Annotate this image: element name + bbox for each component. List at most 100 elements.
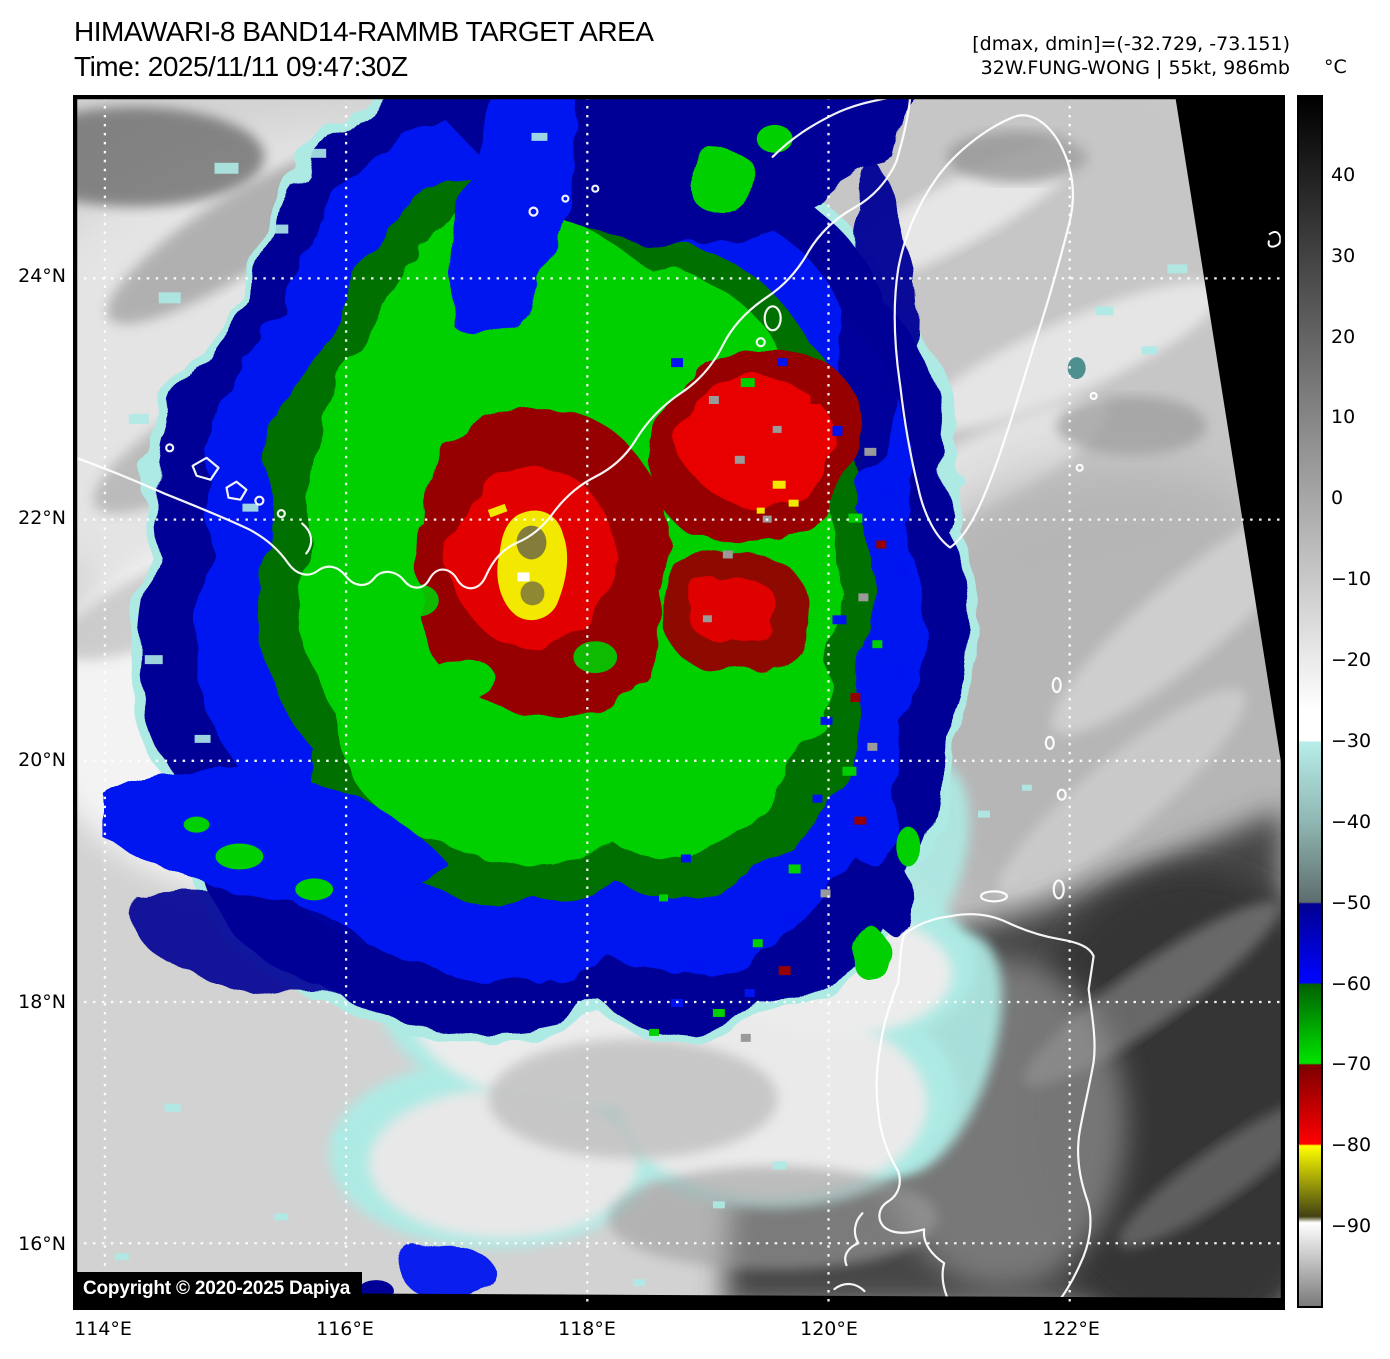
colorbar-gradient [1297, 95, 1323, 1308]
cloud-pixel [740, 378, 755, 388]
cloud-pixel-cyan [633, 1279, 646, 1287]
east-taiwan-islets [1075, 391, 1098, 472]
cloud-pixel [784, 914, 797, 923]
ne-convective-shield [652, 353, 859, 673]
colorbar-tick-label: −50 [1331, 891, 1372, 914]
cloud-pixel [832, 615, 847, 625]
satellite-map-panel: Copyright © 2020-2025 Dapiya [73, 95, 1285, 1310]
cloud-pixel [872, 640, 883, 649]
cloud-pixel-cyan [270, 224, 289, 234]
cloud-pixel [820, 889, 831, 898]
cloud-pixel-cyan [531, 132, 548, 141]
speckle-zone [114, 132, 1188, 1287]
colorbar-tick-label: −80 [1331, 1134, 1372, 1157]
pearl-delta-islets [165, 443, 313, 555]
cloud-pixel [812, 794, 823, 803]
cloud-pixel [810, 396, 823, 404]
cloud-pixel [744, 989, 755, 998]
coastlines [75, 97, 1098, 1308]
cloud-pixel-cyan [164, 1103, 181, 1112]
cloud-pixel [752, 939, 763, 948]
lat-axis-label: 18°N [18, 991, 66, 1013]
cloud-pixel-cyan [194, 734, 211, 743]
cloud-pixel [848, 513, 863, 523]
cloud-pixel [788, 864, 801, 874]
cloud-pixel-cyan [1141, 346, 1158, 355]
cloud-pixel-cyan [772, 1161, 787, 1170]
cloud-pixel [778, 966, 791, 976]
lon-axis-label: 118°E [558, 1318, 616, 1340]
coastline-china [75, 97, 912, 590]
lon-axis-label: 114°E [74, 1318, 132, 1340]
cloud-pixel [702, 615, 712, 623]
data-void-wedge [1175, 97, 1283, 775]
cloud-pixel-cyan [158, 292, 181, 304]
lingayen-islets [833, 1212, 866, 1293]
lon-axis-label: 120°E [800, 1318, 858, 1340]
cloud-pixel [867, 742, 878, 751]
title-block: HIMAWARI-8 BAND14-RAMMB TARGET AREA Time… [74, 14, 654, 84]
fujian-islets [528, 184, 782, 348]
cloud-pixel-cyan [274, 1213, 289, 1221]
cloud-pixel-cyan [128, 413, 149, 424]
coastline-china-fragment [771, 97, 894, 158]
colorbar-tick-label: −60 [1331, 972, 1372, 995]
eyewall-core [398, 407, 667, 716]
island-glyph-on-void [1267, 231, 1282, 248]
lat-axis-label: 24°N [18, 265, 66, 287]
cloud-pixel [649, 1028, 660, 1036]
cloud-pixel [772, 425, 782, 433]
satellite-imagery [75, 97, 1283, 1308]
lon-axis-label: 116°E [316, 1318, 374, 1340]
colorbar-tick-label: −90 [1331, 1215, 1372, 1238]
copyright-watermark: Copyright © 2020-2025 Dapiya [75, 1272, 363, 1307]
colorbar-tick-label: 30 [1331, 244, 1356, 267]
cloud-pixel-cyan [144, 655, 163, 665]
colorbar-tick-label: 10 [1331, 406, 1356, 429]
cloud-pixel [740, 1033, 751, 1042]
coastline-luzon [875, 913, 1096, 1308]
cloud-pixel [832, 425, 843, 436]
colorbar-tick-label: 40 [1331, 163, 1356, 186]
data-edge-strip [75, 1292, 1283, 1308]
lat-axis-label: 20°N [18, 749, 66, 771]
cloud-pixel [864, 447, 877, 456]
map-frame [75, 97, 1283, 1308]
cloud-pixel [892, 667, 905, 676]
coastline-taiwan [893, 114, 1074, 549]
colorbar-tick-label: −10 [1331, 568, 1372, 591]
cloud-pixel [820, 716, 833, 725]
colorbar-tick-label: −40 [1331, 810, 1372, 833]
cold-overshoot-yellow [497, 510, 568, 621]
cloud-pixel [824, 842, 835, 851]
cloud-pixel [777, 358, 788, 367]
dmax-dmin-readout: [dmax, dmin]=(-32.729, -73.151) [972, 33, 1290, 55]
colorbar-tick-label: 0 [1331, 487, 1344, 510]
figure-timestamp: Time: 2025/11/11 09:47:30Z [74, 51, 408, 82]
cloud-pixel [884, 485, 895, 494]
cloud-pixel [854, 816, 867, 825]
cloud-pixel [659, 894, 669, 902]
cloud-pixel [858, 593, 869, 602]
colorbar-unit-label: °C [1324, 56, 1347, 78]
cloud-pixel [708, 396, 719, 404]
cloud-pixel [734, 455, 745, 464]
cloud-pixel [671, 358, 683, 368]
colorbar-tick-label: −20 [1331, 649, 1372, 672]
latlon-gridlines [75, 97, 1283, 1308]
cloud-pixel-cyan [978, 810, 990, 818]
colorbar-tick-label: −30 [1331, 729, 1372, 752]
cloud-pixel-cyan [1167, 264, 1188, 274]
cloud-pixel-cyan [310, 148, 327, 158]
lat-axis-label: 22°N [18, 507, 66, 529]
lat-axis-label: 16°N [18, 1233, 66, 1255]
cloud-pixel-cyan [114, 1253, 129, 1261]
cloud-pixel [850, 693, 861, 703]
eye-white-dot [517, 572, 530, 582]
cloud-pixel-cyan [334, 1133, 351, 1142]
cloud-pixel [896, 565, 909, 575]
cloud-pixel-cyan [712, 1201, 725, 1209]
annotation-block: [dmax, dmin]=(-32.729, -73.151) 32W.FUNG… [972, 32, 1290, 80]
figure-title: HIMAWARI-8 BAND14-RAMMB TARGET AREA [74, 16, 654, 47]
